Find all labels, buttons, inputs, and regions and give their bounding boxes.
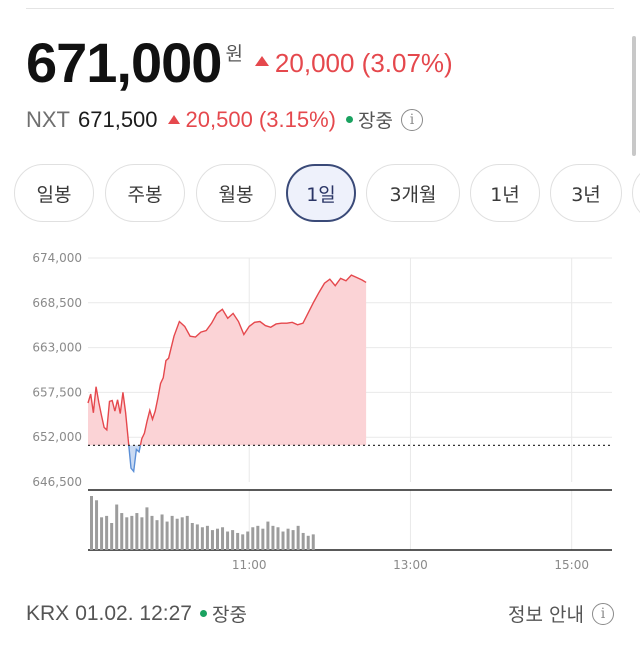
top-divider xyxy=(26,8,614,9)
tab-more[interactable] xyxy=(632,164,640,222)
nxt-label: NXT xyxy=(26,106,70,132)
info-guide-link[interactable]: 정보 안내 i xyxy=(508,600,614,627)
footer-market: KRX xyxy=(26,601,70,625)
volume-bar xyxy=(145,507,149,550)
volume-bar xyxy=(276,527,280,550)
up-triangle-icon xyxy=(167,115,180,124)
volume-bar xyxy=(231,530,235,550)
volume-bar xyxy=(286,528,290,550)
price-line-up xyxy=(87,274,367,446)
tab-1year[interactable]: 1년 xyxy=(470,164,540,222)
volume-bar xyxy=(160,514,164,550)
price-change: 20,000 (3.07%) xyxy=(254,47,453,79)
volume-bar xyxy=(291,530,295,550)
volume-bar xyxy=(241,534,245,550)
x-tick-label: 15:00 xyxy=(554,558,589,572)
x-tick-label: 11:00 xyxy=(232,558,267,572)
y-tick-label: 646,500 xyxy=(32,475,82,489)
volume-bar xyxy=(271,525,275,550)
y-tick-label: 674,000 xyxy=(32,251,82,265)
tab-daily[interactable]: 일봉 xyxy=(14,164,94,222)
price-area-up xyxy=(88,275,367,446)
volume-bar xyxy=(125,517,129,550)
currency-unit: 원 xyxy=(225,43,243,65)
volume-bar xyxy=(190,523,194,550)
volume-bar xyxy=(256,525,260,550)
tab-3months[interactable]: 3개월 xyxy=(366,164,460,222)
nxt-change: 20,500 (3.15%) xyxy=(167,106,336,133)
status-dot-icon xyxy=(199,610,207,617)
volume-bar xyxy=(175,518,179,550)
volume-bar xyxy=(100,517,104,550)
volume-bar xyxy=(266,521,270,550)
volume-bar xyxy=(185,515,189,550)
nxt-change-text: 20,500 (3.15%) xyxy=(185,106,336,132)
volume-bar xyxy=(216,528,219,550)
volume-bar xyxy=(261,528,265,550)
footer-timestamp: 01.02. 12:27 xyxy=(75,601,192,625)
tab-monthly[interactable]: 월봉 xyxy=(196,164,276,222)
status-dot-icon xyxy=(345,116,353,123)
footer-status: 장중 xyxy=(211,604,247,626)
y-tick-label: 657,500 xyxy=(32,385,82,399)
volume-bar xyxy=(140,517,144,550)
nxt-price: 671,500 xyxy=(78,106,158,132)
info-guide-label: 정보 안내 xyxy=(508,604,584,626)
volume-bar xyxy=(155,520,159,550)
intraday-chart[interactable]: 674,000 668,500 663,000 657,500 652,000 646,5… xyxy=(0,240,640,585)
volume-bar xyxy=(281,531,285,550)
volume-bar xyxy=(95,500,99,550)
volume-bar xyxy=(105,515,109,550)
tab-weekly[interactable]: 주봉 xyxy=(105,164,185,222)
y-tick-label: 668,500 xyxy=(32,296,82,310)
info-icon: i xyxy=(592,602,614,625)
info-icon[interactable]: i xyxy=(400,108,423,131)
chart-svg[interactable]: 674,000 668,500 663,000 657,500 652,000 646,5… xyxy=(0,240,640,585)
volume-bar xyxy=(306,535,310,550)
volume-bar xyxy=(180,517,184,550)
volume-bar xyxy=(120,513,124,550)
volume-bar xyxy=(301,532,305,550)
scrollbar[interactable] xyxy=(632,36,636,156)
period-tabs: 일봉 주봉 월봉 1일 3개월 1년 3년 xyxy=(14,164,640,224)
y-tick-label: 652,000 xyxy=(32,430,82,444)
volume-bar xyxy=(210,530,214,550)
volume-bar xyxy=(311,534,315,550)
price-header: 671,000 원 20,000 (3.07%) xyxy=(26,30,453,95)
up-triangle-icon xyxy=(254,56,269,66)
volume-bar xyxy=(90,496,93,550)
tab-3years[interactable]: 3년 xyxy=(550,164,622,222)
volume-bar xyxy=(205,525,209,550)
volume-bar xyxy=(195,524,199,550)
volume-bar xyxy=(251,527,255,550)
volume-bar xyxy=(170,515,174,550)
volume-bar xyxy=(165,521,169,550)
x-tick-label: 13:00 xyxy=(393,558,428,572)
volume-bar xyxy=(236,532,240,550)
y-tick-label: 663,000 xyxy=(32,341,82,355)
volume-bar xyxy=(110,523,114,550)
volume-bar xyxy=(135,513,139,550)
volume-bar xyxy=(115,504,119,550)
price-change-text: 20,000 (3.07%) xyxy=(274,47,453,78)
volume-bar xyxy=(226,531,230,550)
volume-bar xyxy=(200,527,204,550)
tab-1day[interactable]: 1일 xyxy=(286,164,356,222)
volume-bar xyxy=(221,527,225,550)
footer-market-info: KRX 01.02. 12:27 장중 xyxy=(26,600,247,627)
current-price: 671,000 xyxy=(26,31,222,94)
nxt-quote-row: NXT 671,500 20,500 (3.15%) 장중 i xyxy=(26,106,423,133)
volume-bar xyxy=(130,515,134,550)
nxt-status: 장중 xyxy=(357,110,393,132)
volume-bar xyxy=(296,525,300,550)
volume-bar xyxy=(150,515,154,550)
volume-bar xyxy=(246,531,250,550)
